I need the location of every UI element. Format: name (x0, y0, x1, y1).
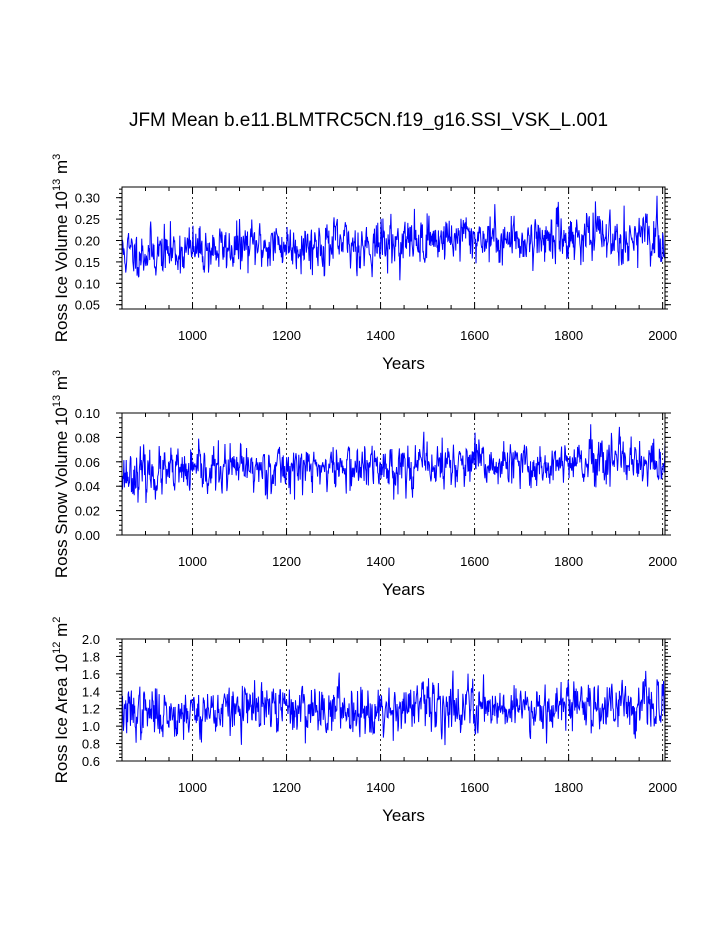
panel-ice-area: 1000 1200 1400 1600 1800 2000 0.6 0.8 1.0 1.2 1.4 1… (51, 617, 677, 825)
y-tick-label: 0.20 (75, 234, 100, 249)
y-tick-label: 0.25 (75, 212, 100, 227)
panel-ice-volume: 1000 1200 1400 1600 1800 2000 0.05 0.10 0.15 0.20… (51, 154, 677, 373)
y-axis-title: Ross Snow Volume 1013 m3 (51, 370, 71, 578)
y-tick-label: 0.30 (75, 191, 100, 206)
y-tick-label: 1.8 (82, 649, 100, 664)
series-line (121, 670, 666, 746)
y-tick-label: 0.08 (75, 430, 100, 445)
y-axis-title: Ross Ice Volume 1013 m3 (51, 154, 71, 342)
y-tick-label: 0.06 (75, 455, 100, 470)
y-tick-label: 0.15 (75, 255, 100, 270)
x-tick-label: 1400 (366, 780, 395, 795)
x-tick-label: 1800 (554, 328, 583, 343)
y-tick-label: 0.02 (75, 504, 100, 519)
y-tick-label: 0.6 (82, 754, 100, 769)
series-line (121, 195, 666, 281)
x-axis-title: Years (382, 806, 425, 825)
plot-frame (121, 638, 666, 762)
x-tick-label: 1000 (178, 554, 207, 569)
series-line (121, 424, 666, 503)
y-axis-title: Ross Ice Area 1012 m2 (51, 617, 71, 784)
y-tick-label: 0.04 (75, 479, 100, 494)
x-tick-label: 1800 (554, 554, 583, 569)
x-tick-label: 1000 (178, 328, 207, 343)
y-tick-label: 1.6 (82, 667, 100, 682)
x-tick-label: 1600 (460, 780, 489, 795)
x-tick-label: 2000 (648, 780, 677, 795)
x-axis-title: Years (382, 580, 425, 599)
x-tick-label: 2000 (648, 328, 677, 343)
x-tick-label: 1200 (272, 328, 301, 343)
x-tick-label: 1400 (366, 328, 395, 343)
y-tick-label: 0.10 (75, 276, 100, 291)
x-tick-label: 1600 (460, 328, 489, 343)
x-tick-label: 2000 (648, 554, 677, 569)
x-tick-label: 1200 (272, 554, 301, 569)
y-tick-label: 1.4 (82, 684, 100, 699)
x-tick-label: 1600 (460, 554, 489, 569)
y-tick-label: 0.00 (75, 528, 100, 543)
y-tick-label: 0.8 (82, 737, 100, 752)
y-tick-label: 0.05 (75, 298, 100, 313)
plot-frame (121, 412, 666, 536)
panel-snow-volume: 1000 1200 1400 1600 1800 2000 0.00 0.02 0.04 0.06… (51, 370, 677, 599)
y-tick-label: 1.2 (82, 702, 100, 717)
x-tick-label: 1000 (178, 780, 207, 795)
x-tick-label: 1200 (272, 780, 301, 795)
figure-title: JFM Mean b.e11.BLMTRC5CN.f19_g16.SSI_VSK… (128, 110, 609, 131)
x-tick-label: 1400 (366, 554, 395, 569)
plot-frame (121, 186, 666, 310)
y-tick-label: 0.10 (75, 406, 100, 421)
y-tick-label: 2.0 (82, 632, 100, 647)
y-tick-label: 1.0 (82, 719, 100, 734)
x-axis-title: Years (382, 354, 425, 373)
x-tick-label: 1800 (554, 780, 583, 795)
